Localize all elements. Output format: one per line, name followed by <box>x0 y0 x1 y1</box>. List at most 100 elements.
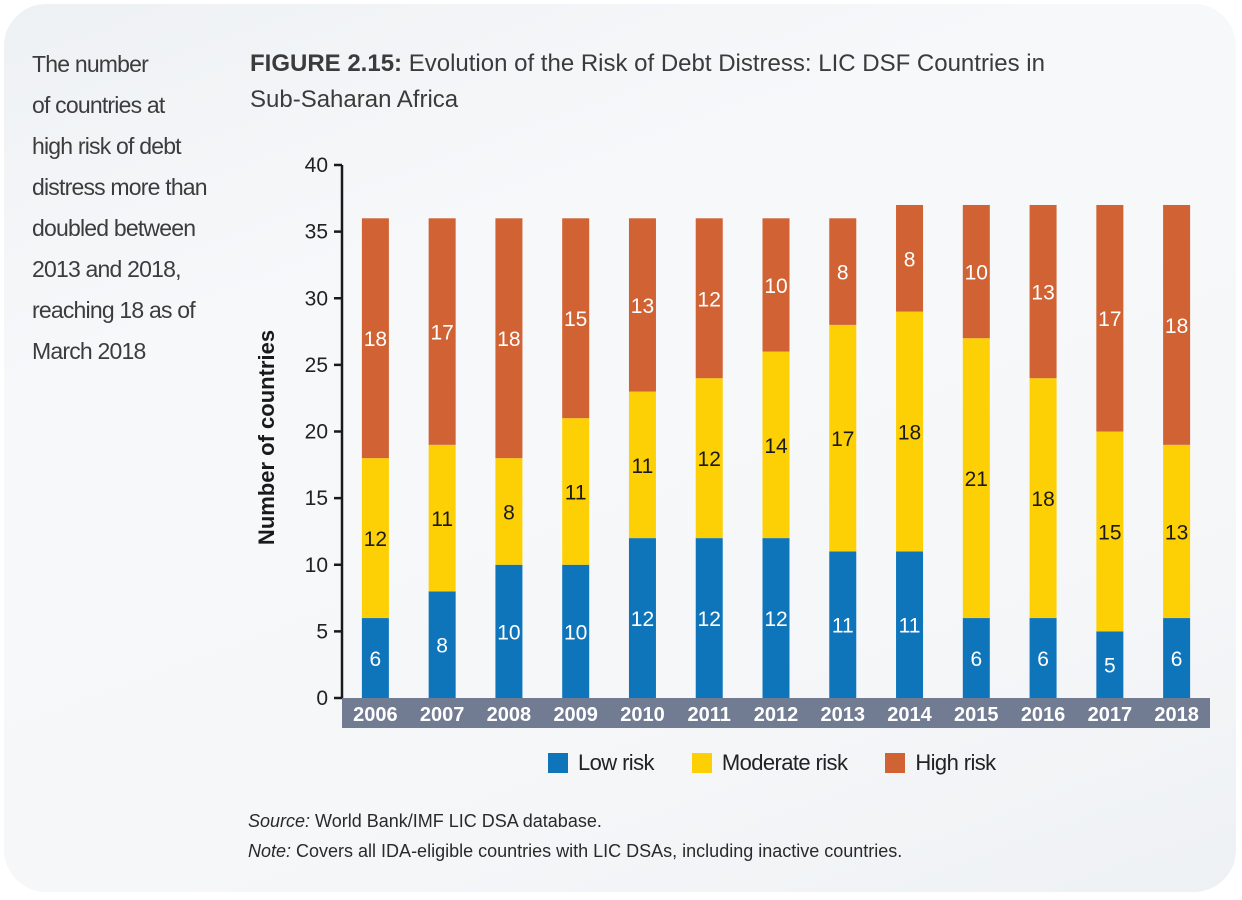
note-line: Note: Covers all IDA-eligible countries … <box>248 836 902 866</box>
x-tick-label: 2014 <box>887 704 932 726</box>
data-label: 15 <box>564 308 587 331</box>
callout-line: of countries at <box>32 92 165 118</box>
x-tick-label: 2009 <box>553 704 598 726</box>
bar-segment-high-risk <box>562 218 590 419</box>
data-label: 8 <box>837 262 849 285</box>
data-label: 8 <box>436 635 448 658</box>
x-tick-label: 2008 <box>487 704 532 726</box>
data-label: 11 <box>431 508 453 531</box>
bar-segment-moderate-risk <box>495 458 523 565</box>
x-tick-label: 2007 <box>420 704 465 726</box>
data-label: 18 <box>497 328 520 351</box>
y-tick-label: 20 <box>305 421 328 444</box>
y-tick-label: 25 <box>305 354 328 377</box>
data-label: 6 <box>370 648 382 671</box>
legend-label: High risk <box>915 750 996 775</box>
data-label: 17 <box>1098 308 1121 331</box>
bar-segment-low-risk <box>361 618 389 698</box>
bar-segment-moderate-risk <box>695 378 723 539</box>
legend-swatch-low-risk <box>548 753 568 773</box>
data-label: 6 <box>1037 648 1049 671</box>
data-label: 13 <box>1031 282 1054 305</box>
y-tick-label: 10 <box>305 554 328 577</box>
bar-segment-high-risk <box>829 218 857 325</box>
bar-segment-high-risk <box>428 218 456 445</box>
data-label: 12 <box>698 448 721 471</box>
bar-segment-moderate-risk <box>762 351 790 539</box>
bar-segment-low-risk <box>562 564 590 698</box>
callout-line: March 2018 <box>32 338 146 364</box>
bar-segment-low-risk <box>695 538 723 698</box>
data-label: 10 <box>564 621 587 644</box>
source-text: World Bank/IMF LIC DSA database. <box>310 811 602 831</box>
bar-segment-low-risk <box>428 591 456 698</box>
data-label: 12 <box>364 528 387 551</box>
data-label: 17 <box>831 428 854 451</box>
legend-swatch-high-risk <box>885 753 906 773</box>
data-label: 21 <box>965 468 988 491</box>
bar-segment-high-risk <box>896 204 924 312</box>
y-axis: 0 5 10 15 20 25 30 35 40 Number of countries <box>254 154 344 710</box>
data-label: 12 <box>631 608 654 631</box>
y-tick-label: 40 <box>305 154 328 177</box>
figure-title-line1: Evolution of the Risk of Debt Distress: … <box>402 50 1045 77</box>
legend-item-low-risk: Low risk <box>548 750 654 776</box>
data-label: 8 <box>503 501 515 524</box>
bar-segment-low-risk <box>1029 618 1057 698</box>
data-label: 10 <box>764 275 787 298</box>
bar-segment-low-risk <box>896 551 924 698</box>
bars: 6 12 18 8 11 17 10 8 18 10 11 15 12 11 13 12 12 12 12 14 10 1… <box>361 204 1191 698</box>
data-label: 12 <box>698 288 721 311</box>
x-tick-label: 2011 <box>688 704 731 726</box>
y-tick-label: 35 <box>305 221 328 244</box>
data-label: 12 <box>698 608 721 631</box>
bar-segment-high-risk <box>628 218 656 392</box>
x-axis-band <box>342 698 1210 728</box>
figure-title-line2: Sub-Saharan Africa <box>250 86 459 113</box>
data-label: 11 <box>565 481 587 504</box>
x-axis: 2006 2007 2008 2009 2010 2011 2012 2013 2014 2015… <box>342 698 1210 728</box>
bar-segment-low-risk <box>495 564 523 698</box>
data-label: 11 <box>899 615 921 638</box>
bar-segment-moderate-risk <box>562 418 590 565</box>
bar-segment-high-risk <box>361 218 389 459</box>
bar-segment-moderate-risk <box>962 338 990 619</box>
bar-segment-moderate-risk <box>1096 431 1124 632</box>
x-tick-label: 2006 <box>353 704 398 726</box>
bar-segment-low-risk <box>1096 631 1124 698</box>
bar-segment-moderate-risk <box>428 444 456 592</box>
x-tick-label: 2018 <box>1154 704 1199 726</box>
bar-segment-low-risk <box>628 538 656 698</box>
data-label: 6 <box>1171 648 1183 671</box>
x-tick-label: 2017 <box>1088 704 1133 726</box>
legend: Low risk Moderate risk High risk <box>548 750 1034 776</box>
callout-line: 2013 and 2018, <box>32 256 181 282</box>
data-label: 11 <box>632 455 654 478</box>
bar-segment-high-risk <box>495 218 523 459</box>
bar-segment-low-risk <box>962 618 990 698</box>
bar-segment-high-risk <box>1096 204 1124 432</box>
data-label: 15 <box>1098 521 1121 544</box>
source-label: Source: <box>248 811 311 831</box>
y-tick-label: 0 <box>316 687 328 710</box>
data-label: 13 <box>1165 521 1188 544</box>
legend-label: Moderate risk <box>721 750 848 775</box>
bar-segment-low-risk <box>762 538 790 698</box>
bar-segment-moderate-risk <box>1163 444 1191 619</box>
bar-segment-high-risk <box>1163 204 1191 445</box>
data-label: 5 <box>1104 655 1116 678</box>
bar-segment-low-risk <box>1163 618 1191 698</box>
data-label: 14 <box>764 435 788 458</box>
bar-segment-moderate-risk <box>361 458 389 619</box>
legend-item-moderate-risk: Moderate risk <box>691 750 848 776</box>
y-tick-label: 5 <box>316 620 328 643</box>
note-text: Covers all IDA-eligible countries with L… <box>291 841 903 861</box>
y-tick-label: 30 <box>305 287 328 310</box>
source-note: Source: World Bank/IMF LIC DSA database. <box>248 806 902 836</box>
callout-line: distress more than <box>32 174 208 200</box>
data-label: 10 <box>965 262 988 285</box>
data-label: 12 <box>764 608 787 631</box>
bar-segment-moderate-risk <box>1029 378 1057 619</box>
bar-segment-moderate-risk <box>829 324 857 552</box>
